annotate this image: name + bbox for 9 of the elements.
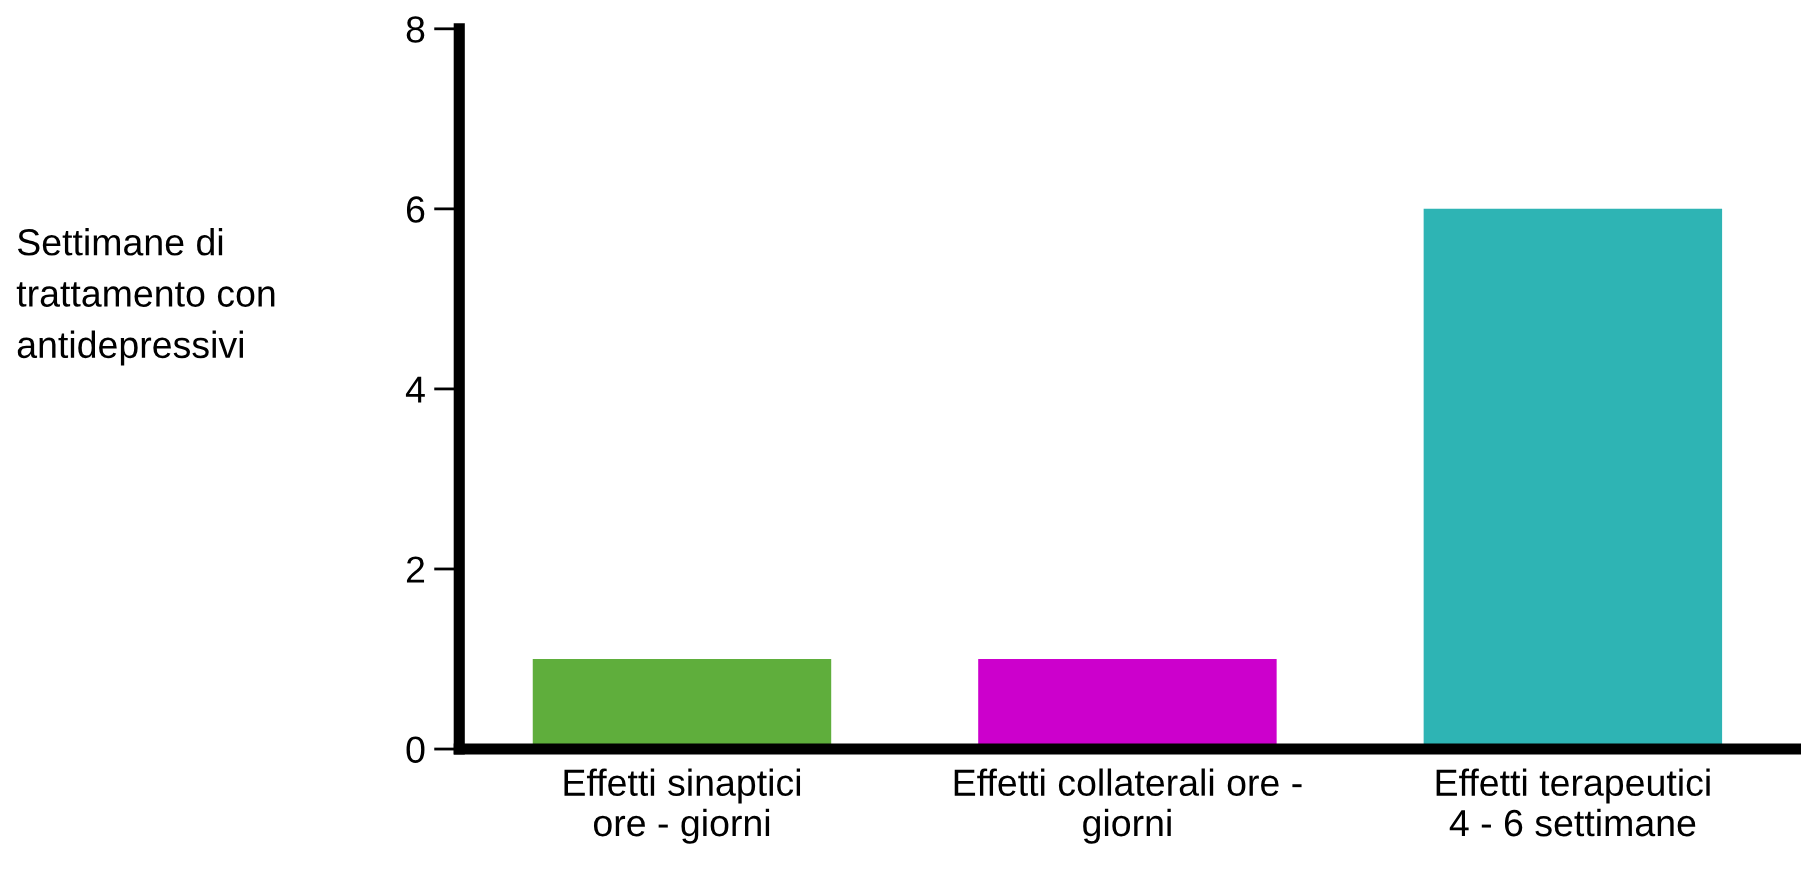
y-tick-label: 8 — [406, 16, 425, 43]
y-tick-label: 4 — [405, 376, 425, 403]
y-tick-label: 0 — [406, 736, 425, 763]
y-tick-label: 6 — [406, 196, 425, 223]
y-tick-label: 2 — [406, 556, 425, 583]
x-tick-label: Effetti collaterali ore - giorni — [954, 768, 1302, 844]
x-tick-label: Effetti terapeutici 4 - 6 settimane — [1436, 768, 1710, 837]
x-tick-label: Effetti sinaptici ore - giorni — [564, 768, 801, 844]
y-axis-title: Settimane di trattamento con antidepressivi — [16, 228, 275, 366]
